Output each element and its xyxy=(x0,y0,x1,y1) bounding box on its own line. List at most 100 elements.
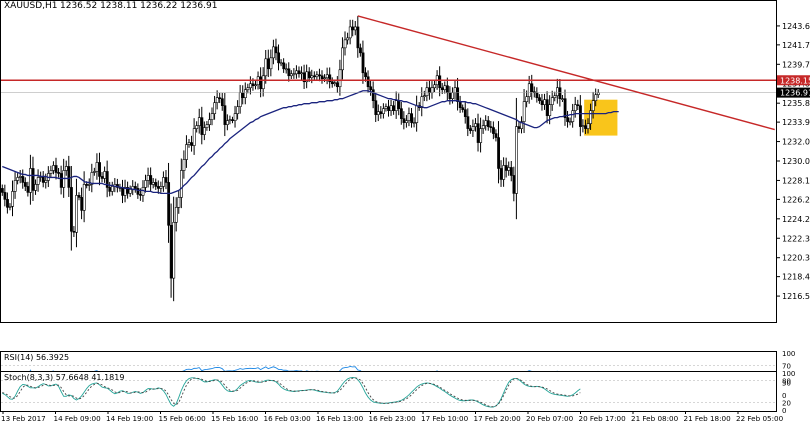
candle-body xyxy=(300,72,304,75)
time-tick-label: 20 Feb 17:00 xyxy=(579,414,627,423)
candle-body xyxy=(185,144,188,160)
stoch-panel-frame xyxy=(0,371,777,412)
candle-body xyxy=(93,171,96,173)
candle-body xyxy=(333,82,337,85)
candle-body xyxy=(302,72,306,83)
candle-body xyxy=(497,137,500,169)
candle-body xyxy=(182,159,186,171)
ohlc-label: 1236.52 1238.11 1236.22 1236.91 xyxy=(60,1,217,11)
candle-body xyxy=(162,177,165,187)
candle-body xyxy=(139,194,142,196)
candle-body xyxy=(428,87,431,94)
candle-body xyxy=(374,100,378,115)
candle-body xyxy=(364,72,367,78)
candle-body xyxy=(90,172,94,185)
price-tick-label: 1233.95 xyxy=(782,118,810,127)
candle-body xyxy=(284,68,288,71)
price-tick-label: 1228.10 xyxy=(782,176,810,185)
candle-body xyxy=(486,120,490,127)
candle-body xyxy=(31,168,35,191)
candle-body xyxy=(484,120,488,126)
candle-body xyxy=(573,104,577,111)
candle-body xyxy=(87,184,91,186)
candle-body xyxy=(471,126,475,131)
candle-body xyxy=(517,126,521,129)
candle-body xyxy=(443,85,447,91)
candle-body xyxy=(103,171,107,179)
candle-body xyxy=(545,99,549,116)
price-panel-frame xyxy=(0,0,777,323)
candle-body xyxy=(540,100,544,105)
candle-body xyxy=(100,176,104,179)
candle-body xyxy=(241,92,245,98)
candle-body xyxy=(389,105,393,111)
candle-body xyxy=(203,127,206,135)
trend-line xyxy=(357,15,775,131)
candle-body xyxy=(197,117,201,126)
time-tick-label: 16 Feb 23:00 xyxy=(369,414,417,423)
candle-body xyxy=(16,177,20,181)
candle-body xyxy=(295,70,298,75)
time-tick-label: 14 Feb 09:00 xyxy=(54,414,102,423)
candle-body xyxy=(568,121,572,123)
candle-body xyxy=(509,167,513,176)
highlight-layer xyxy=(584,99,618,136)
candle-body xyxy=(596,92,600,96)
candle-body xyxy=(236,106,240,114)
candle-body xyxy=(353,26,357,31)
candle-body xyxy=(507,167,511,171)
candle-body xyxy=(343,39,347,49)
candle-body xyxy=(29,168,32,193)
price-tick-label: 1216.50 xyxy=(782,292,810,301)
candle-body xyxy=(180,170,183,198)
candle-body xyxy=(310,75,314,79)
candle-body xyxy=(402,118,406,123)
candle-body xyxy=(287,68,291,77)
candle-body xyxy=(474,123,477,127)
stoch-tick-label: 20 xyxy=(782,400,791,408)
candle-body xyxy=(218,97,222,99)
price-panel[interactable]: XAUUSD,H1 1236.52 1238.11 1236.22 1236.9… xyxy=(0,0,810,323)
candle-body xyxy=(348,26,352,39)
candle-body xyxy=(438,75,442,89)
candle-body xyxy=(433,84,437,89)
candle-body xyxy=(151,182,155,185)
candle-body xyxy=(430,87,434,94)
rsi-tick-label: 0 xyxy=(782,392,786,400)
candle-body xyxy=(246,87,250,91)
candle-body xyxy=(159,186,163,189)
candle-body xyxy=(336,82,339,88)
candle-body xyxy=(121,188,124,196)
candle-body xyxy=(177,197,181,208)
candle-body xyxy=(453,87,457,94)
candle-body xyxy=(128,189,132,194)
candle-body xyxy=(420,96,424,108)
price-tick-label: 1241.70 xyxy=(782,41,810,50)
candle-body xyxy=(369,86,373,91)
candle-body xyxy=(330,81,334,85)
time-tick-label: 16 Feb 13:00 xyxy=(316,414,364,423)
candle-body xyxy=(6,199,9,208)
trend-lines xyxy=(1,15,776,131)
candle-body xyxy=(320,75,324,80)
price-axis: 1243.601241.701239.751237.801235.851233.… xyxy=(776,22,810,301)
candle-body xyxy=(476,123,480,143)
candle-body xyxy=(548,104,552,116)
candle-body xyxy=(425,87,429,97)
candle-body xyxy=(34,184,38,191)
candle-body xyxy=(466,116,470,129)
time-tick-label: 21 Feb 18:00 xyxy=(684,414,732,423)
candle-body xyxy=(36,177,40,185)
candle-body xyxy=(581,125,585,127)
candle-body xyxy=(52,165,55,171)
candle-body xyxy=(550,97,554,105)
candle-body xyxy=(208,119,211,125)
candle-body xyxy=(571,110,575,122)
price-tick-label: 1235.85 xyxy=(782,99,810,108)
time-tick-label: 21 Feb 08:00 xyxy=(631,414,679,423)
candle-body xyxy=(563,98,567,118)
time-axis: 13 Feb 2017 14 Feb 09:00 14 Feb 19:00 15 Fe… xyxy=(1,411,784,423)
candle-body xyxy=(238,92,242,107)
